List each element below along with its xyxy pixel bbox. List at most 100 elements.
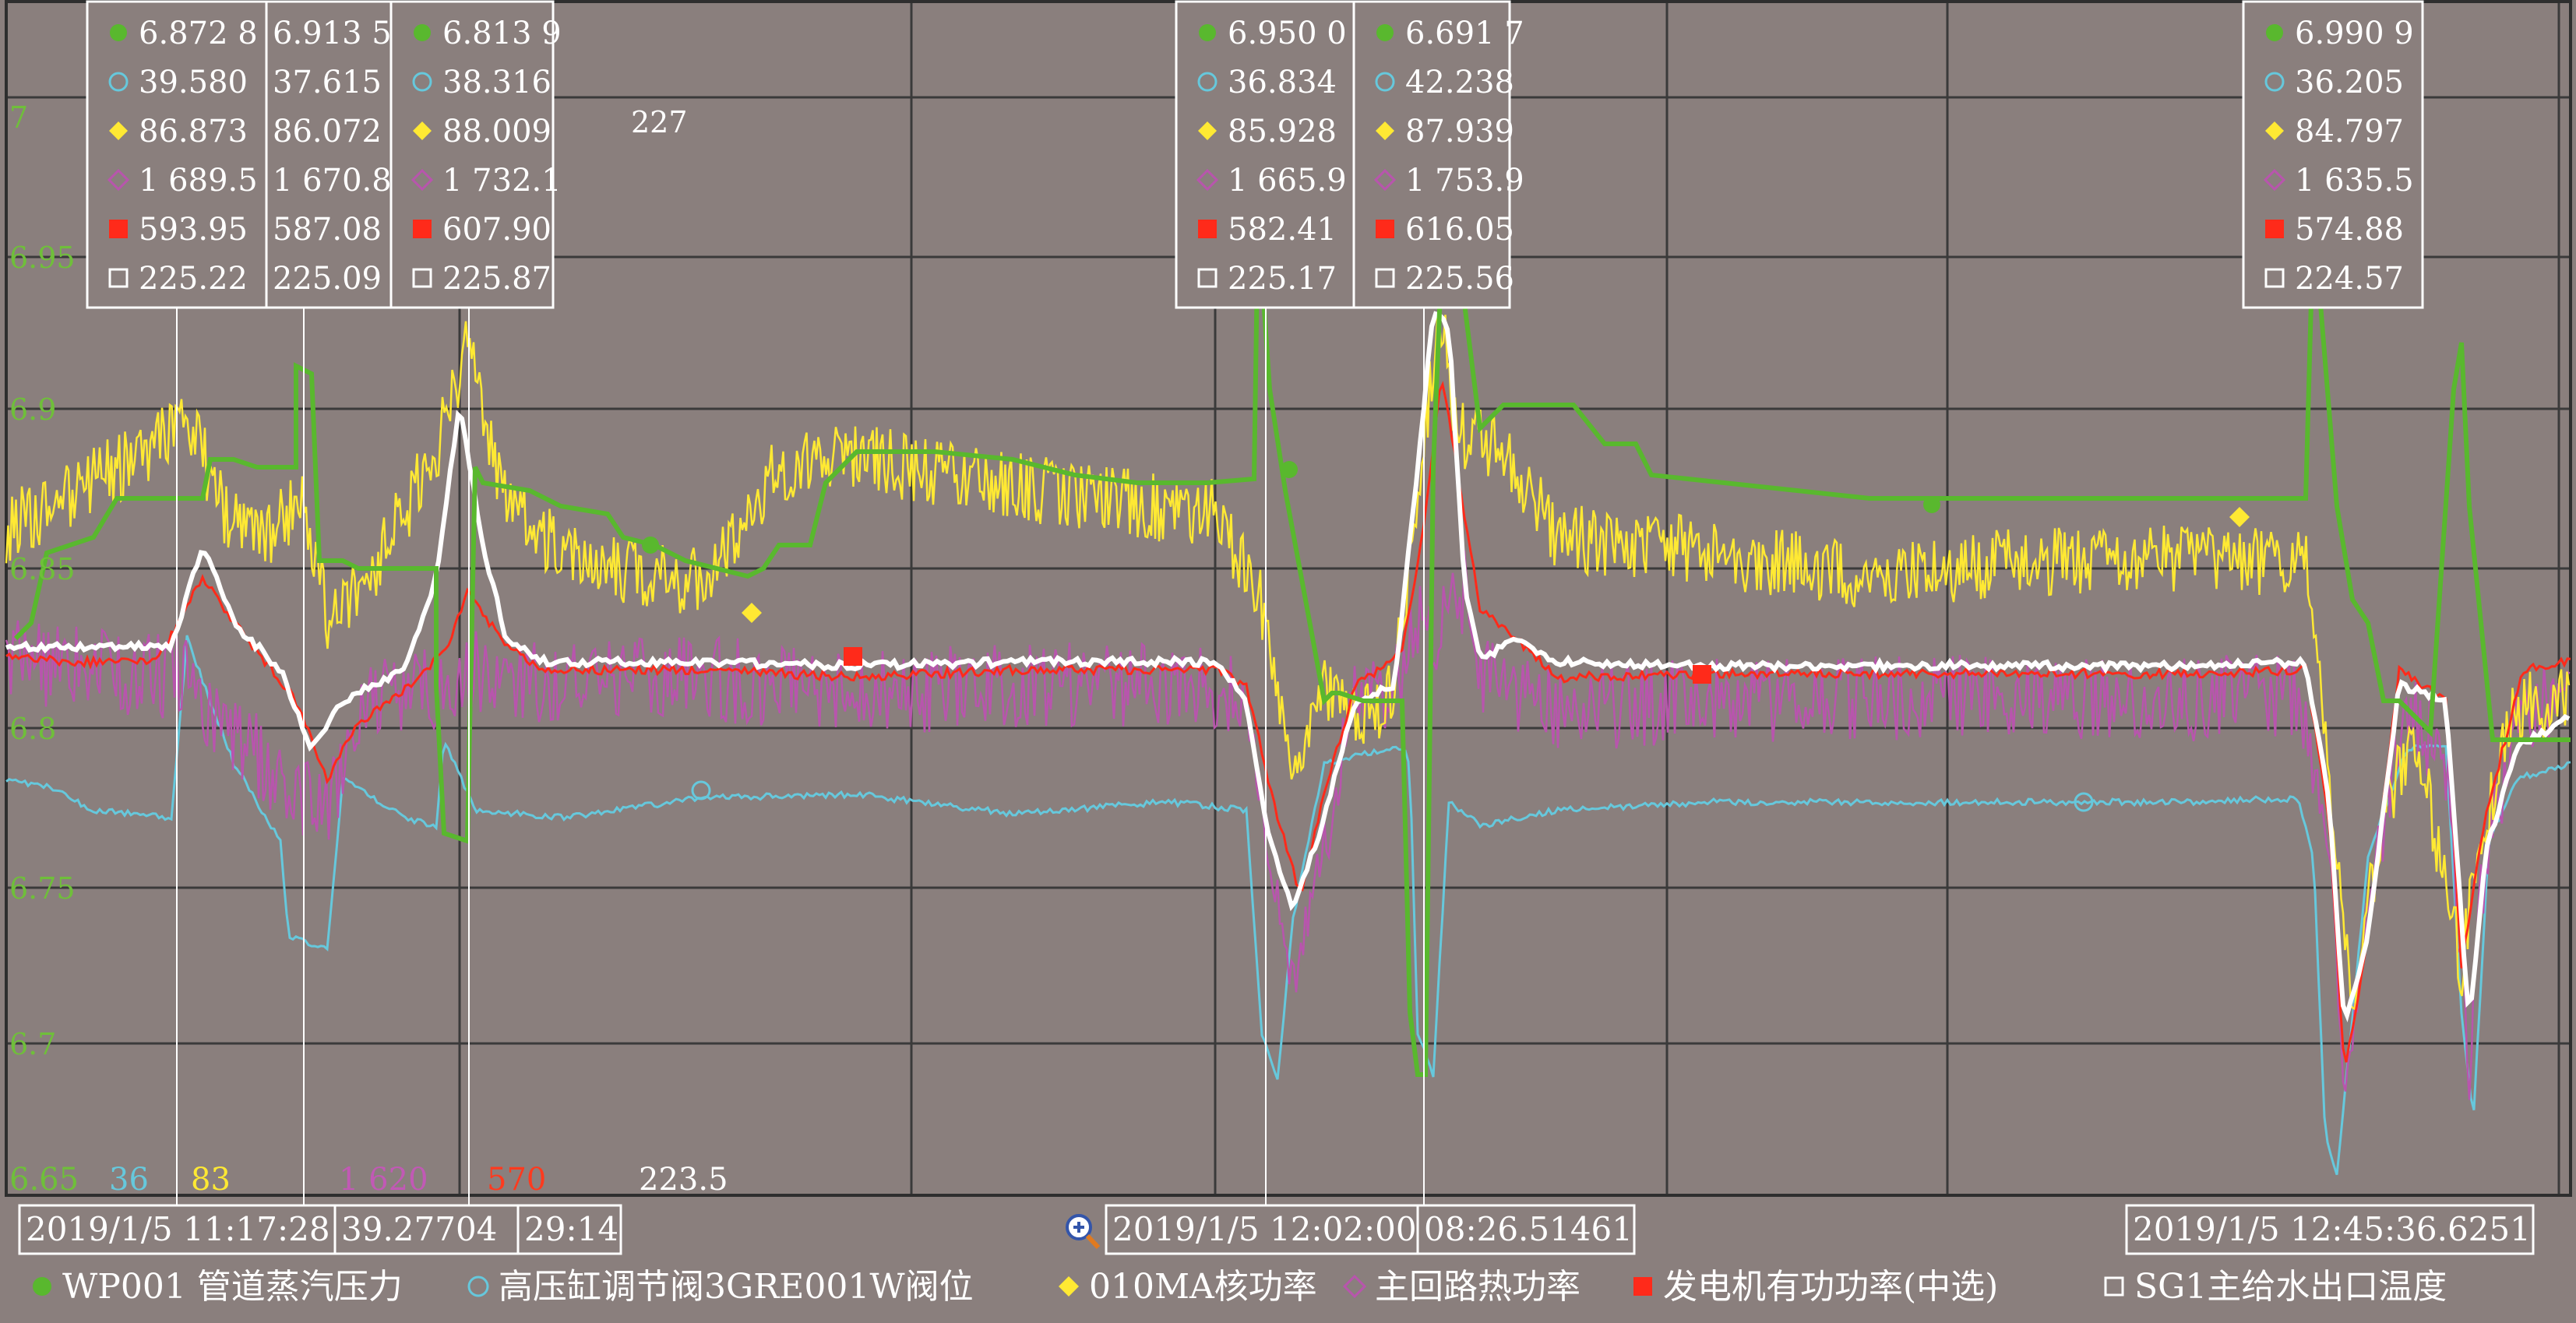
readout-marker bbox=[107, 168, 130, 192]
readout-marker bbox=[1197, 72, 1218, 92]
readout-value: 6.990 9 bbox=[2295, 16, 2414, 51]
readout-box bbox=[2242, 0, 2424, 309]
readout-marker bbox=[412, 268, 432, 288]
y-tick-label: 6.9 bbox=[9, 392, 56, 427]
time-box-text: 2019/1/5 12:45:36.6251 bbox=[2133, 1210, 2531, 1248]
time-box-text: 2019/1/5 11:17:28 bbox=[26, 1210, 330, 1248]
readout-box bbox=[265, 0, 393, 309]
readout-value: 37.615 bbox=[273, 65, 382, 100]
readout-marker bbox=[1375, 72, 1395, 92]
readout-value: 593.95 bbox=[139, 212, 248, 248]
label-layer: 7 6.95 6.9 6.85 6.8 6.75 6.7 227 6.65 36 83 1 620 57… bbox=[9, 100, 2535, 1307]
readout-marker bbox=[414, 24, 431, 41]
time-box bbox=[333, 1204, 520, 1255]
time-box-text: 2019/1/5 12:02:00 bbox=[1112, 1210, 1417, 1248]
readout-marker bbox=[109, 220, 128, 238]
y-tick-label: 6.85 bbox=[9, 552, 76, 586]
readout-marker bbox=[1197, 268, 1218, 288]
series-yellow-line bbox=[5, 312, 2571, 1011]
readout-box bbox=[1352, 0, 1511, 309]
readout-value: 36.834 bbox=[1228, 65, 1337, 100]
readout-marker bbox=[1196, 168, 1219, 192]
green-scale-min-label: 6.65 bbox=[9, 1162, 79, 1198]
readout-value: 36.205 bbox=[2295, 65, 2404, 100]
readout-marker bbox=[1373, 168, 1397, 192]
marker-blue bbox=[691, 780, 711, 800]
readout-value: 1 665.9 bbox=[1228, 163, 1347, 199]
y-tick-label: 6.7 bbox=[9, 1027, 56, 1061]
time-box bbox=[2125, 1204, 2535, 1255]
readout-marker bbox=[109, 121, 128, 140]
readout-value: 84.797 bbox=[2295, 114, 2404, 150]
readout-marker bbox=[2264, 72, 2285, 92]
readout-value: 6.913 5 bbox=[273, 16, 392, 51]
readout-value: 225.87 bbox=[442, 261, 551, 297]
readout-value: 616.05 bbox=[1405, 212, 1514, 248]
y-tick-label: 6.95 bbox=[9, 241, 76, 275]
time-box-text: 08:26.51461 bbox=[1424, 1210, 1633, 1248]
readout-box bbox=[1175, 0, 1355, 309]
readout-value: 6.950 0 bbox=[1228, 16, 1347, 51]
readout-marker bbox=[110, 24, 127, 41]
zoom-in-icon-handle bbox=[1085, 1233, 1101, 1250]
scale-min-label-yellow: 83 bbox=[191, 1162, 231, 1198]
readout-value: 225.22 bbox=[139, 261, 248, 297]
legend-label: SG1主给水出口温度 bbox=[2134, 1267, 2447, 1307]
readout-value: 86.873 bbox=[139, 114, 248, 150]
legend-label: 发电机有功功率(中选) bbox=[1663, 1267, 1998, 1307]
readout-marker bbox=[1376, 24, 1394, 41]
readout-value: 86.072 bbox=[273, 114, 382, 150]
time-box bbox=[1105, 1204, 1419, 1255]
legend-marker bbox=[467, 1275, 489, 1297]
readout-marker bbox=[1375, 268, 1395, 288]
readout-marker bbox=[2265, 121, 2284, 140]
readout-marker bbox=[1376, 220, 1394, 238]
scale-min-label-red: 570 bbox=[487, 1162, 546, 1198]
readout-marker bbox=[2263, 168, 2286, 192]
readout-value: 1 635.5 bbox=[2295, 163, 2414, 199]
time-box bbox=[1416, 1204, 1636, 1255]
marker-red bbox=[844, 647, 862, 666]
series-green-line bbox=[13, 217, 2571, 1077]
readout-value: 1 689.5 bbox=[139, 163, 258, 199]
time-box bbox=[516, 1204, 622, 1255]
readout-box bbox=[86, 0, 268, 309]
legend-marker bbox=[1059, 1276, 1079, 1297]
marker-blue bbox=[2074, 792, 2094, 812]
legend-marker bbox=[33, 1277, 51, 1296]
readout-value: 224.57 bbox=[2295, 261, 2404, 297]
readout-value: 39.580 bbox=[139, 65, 248, 100]
readout-value: 574.88 bbox=[2295, 212, 2404, 248]
time-box-text: 29:14 bbox=[524, 1210, 618, 1248]
readout-value: 607.90 bbox=[442, 212, 551, 248]
scale-min-label-purple: 1 620 bbox=[339, 1162, 428, 1198]
y-tick-label: 7 bbox=[9, 100, 28, 135]
readout-value: 88.009 bbox=[442, 114, 551, 150]
readout-value: 6.691 7 bbox=[1405, 16, 1524, 51]
readout-marker bbox=[1376, 121, 1394, 140]
scale-min-label-blue: 36 bbox=[109, 1162, 149, 1198]
readout-marker bbox=[412, 72, 432, 92]
readout-marker bbox=[108, 72, 129, 92]
readout-marker bbox=[1199, 24, 1216, 41]
readout-value: 42.238 bbox=[1405, 65, 1514, 100]
readout-box bbox=[389, 0, 555, 309]
readout-marker bbox=[413, 121, 432, 140]
readout-value: 1 732.1 bbox=[442, 163, 562, 199]
readout-marker bbox=[108, 268, 129, 288]
readout-marker bbox=[413, 220, 432, 238]
readout-value: 87.939 bbox=[1405, 114, 1514, 150]
series-purple-line bbox=[5, 550, 2571, 1100]
readout-value: 225.17 bbox=[1228, 261, 1337, 297]
legend-label: 010MA核功率 bbox=[1089, 1267, 1317, 1307]
time-box-text: 39.27704 bbox=[341, 1210, 497, 1248]
series-white-line bbox=[5, 311, 2571, 1022]
readout-value: 6.813 9 bbox=[442, 16, 562, 51]
readout-marker bbox=[2264, 268, 2285, 288]
zoom-in-icon-plus bbox=[1073, 1222, 1084, 1233]
y-tick-label: 6.8 bbox=[9, 712, 56, 746]
legend-marker bbox=[2104, 1276, 2124, 1297]
time-box bbox=[18, 1204, 337, 1255]
cursor-layer: 6.872 8 39.580 86.873 1 689.5 593.95 225.22 6.… bbox=[86, 0, 2424, 1211]
